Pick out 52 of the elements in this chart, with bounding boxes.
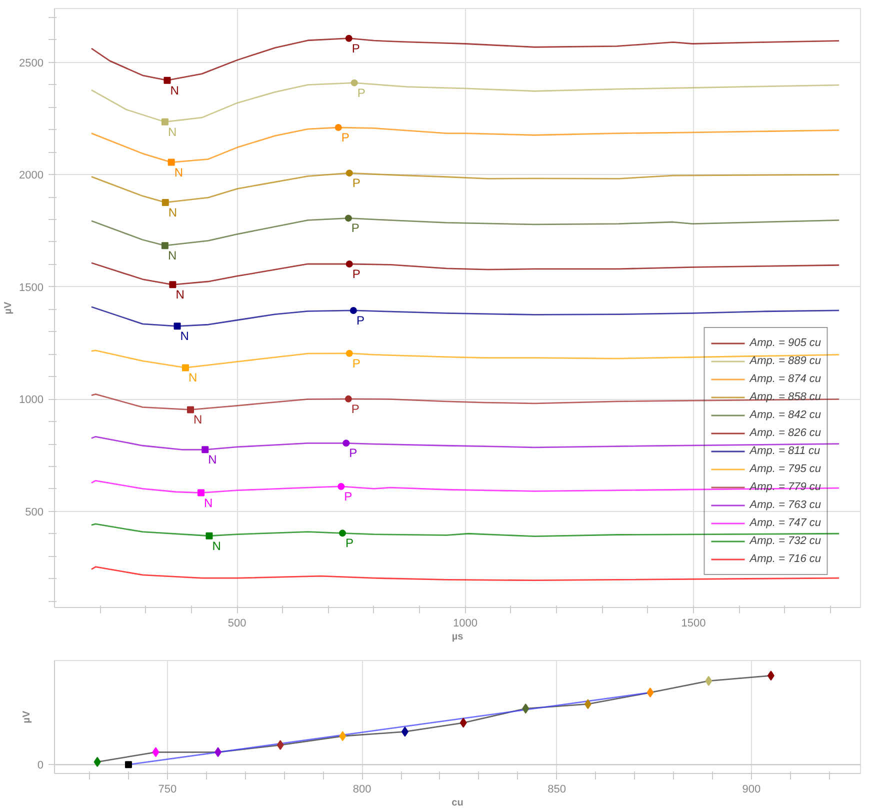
x-axis-title: cu xyxy=(452,798,464,808)
data-label: N xyxy=(188,370,198,385)
ref-line-label: 0 xyxy=(37,760,44,772)
data-label: P xyxy=(349,446,358,460)
data-label: N xyxy=(170,83,179,98)
data-label: P xyxy=(352,266,360,281)
y-axis-title: µV xyxy=(3,301,14,314)
data-label: N xyxy=(168,124,177,139)
legend-label: Amp. = 811 cu xyxy=(750,444,820,459)
data-label: P xyxy=(351,221,360,236)
data-label: P xyxy=(341,130,350,144)
data-label: N xyxy=(168,248,177,263)
x-tick-label: 1000 xyxy=(453,618,478,630)
legend-label: Amp. = 826 cu xyxy=(750,426,821,441)
x-tick-label: 750 xyxy=(158,784,177,796)
y-tick-label: 2000 xyxy=(19,170,44,182)
y-tick-label: 1500 xyxy=(19,282,44,294)
legend-label: Amp. = 874 cu xyxy=(750,372,821,387)
x-tick-label: 500 xyxy=(228,618,246,630)
data-label: N xyxy=(204,496,213,510)
data-label: N xyxy=(212,538,221,553)
data-label: P xyxy=(357,86,366,100)
data-label: P xyxy=(352,356,360,370)
x-tick-label: 900 xyxy=(742,784,761,796)
legend-label: Amp. = 716 cu xyxy=(750,552,821,567)
data-label: P xyxy=(351,402,360,416)
legend-label: Amp. = 905 cu xyxy=(750,336,821,351)
x-tick-label: 800 xyxy=(352,784,372,796)
y-tick-label: 1000 xyxy=(19,394,44,406)
y-tick-label: 2500 xyxy=(19,57,44,70)
data-label: N xyxy=(180,329,189,344)
data-label: N xyxy=(168,205,178,220)
legend-label: Amp. = 732 cu xyxy=(750,534,821,549)
x-tick-label: 850 xyxy=(548,784,566,796)
data-label: P xyxy=(352,41,360,56)
data-label: P xyxy=(356,313,364,328)
data-label: P xyxy=(352,176,360,190)
y-tick-label: 500 xyxy=(25,506,44,518)
data-label: N xyxy=(176,288,184,302)
x-tick-label: 1500 xyxy=(681,618,706,630)
y-axis-title: µV xyxy=(21,710,32,724)
legend-label: Amp. = 842 cu xyxy=(750,408,821,423)
data-label: N xyxy=(194,412,202,427)
legend-label: Amp. = 889 cu xyxy=(750,354,821,369)
x-axis-title: µs xyxy=(452,632,464,642)
data-label: P xyxy=(344,489,352,504)
data-label: N xyxy=(174,165,184,180)
data-label: N xyxy=(208,452,217,467)
legend-label: Amp. = 795 cu xyxy=(750,462,821,477)
legend-label: Amp. = 763 cu xyxy=(750,498,821,513)
data-label: P xyxy=(345,536,354,550)
legend-label: Amp. = 747 cu xyxy=(750,516,821,531)
